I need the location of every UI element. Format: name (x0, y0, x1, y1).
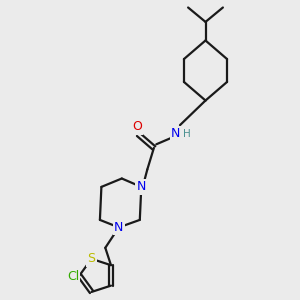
Text: N: N (114, 221, 124, 234)
Text: H: H (183, 129, 191, 139)
Text: S: S (88, 252, 95, 266)
Text: N: N (136, 180, 146, 194)
Text: O: O (132, 120, 142, 134)
Text: Cl: Cl (67, 270, 79, 284)
Text: N: N (171, 127, 180, 140)
